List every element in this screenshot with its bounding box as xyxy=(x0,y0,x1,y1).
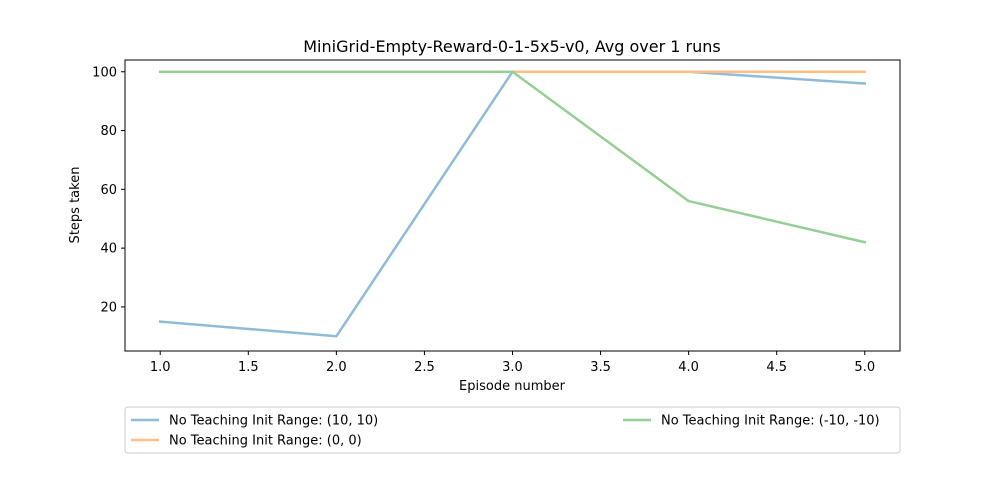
legend[interactable]: No Teaching Init Range: (10, 10) No Teach… xyxy=(124,406,901,454)
legend-items: No Teaching Init Range: (10, 10) No Teach… xyxy=(131,414,880,449)
x-axis-label: Episode number xyxy=(459,379,566,394)
x-axis: 1.0 1.5 2.0 2.5 3.0 3.5 4.0 4.5 5.0 xyxy=(150,351,875,375)
x-tick-label: 3.5 xyxy=(590,360,611,375)
legend-label: No Teaching Init Range: (0, 0) xyxy=(169,434,362,449)
x-tick-label: 2.0 xyxy=(326,360,347,375)
x-tick-label: 1.5 xyxy=(238,360,259,375)
x-tick-label: 1.0 xyxy=(150,360,171,375)
legend-item-1: No Teaching Init Range: (10, 10) xyxy=(131,414,378,429)
y-tick-label: 40 xyxy=(100,242,117,257)
y-axis-label: Steps taken xyxy=(68,167,83,244)
y-tick-label: 60 xyxy=(100,183,117,198)
chart-title: MiniGrid-Empty-Reward-0-1-5x5-v0, Avg ov… xyxy=(303,37,720,56)
legend-label: No Teaching Init Range: (10, 10) xyxy=(169,414,378,429)
y-tick-label: 80 xyxy=(100,124,117,139)
x-tick-label: 2.5 xyxy=(414,360,435,375)
x-tick-label: 4.0 xyxy=(678,360,699,375)
y-tick-label: 100 xyxy=(92,65,117,80)
series-line-3 xyxy=(158,70,867,244)
y-tick-label: 20 xyxy=(100,300,117,315)
legend-box xyxy=(124,406,901,454)
x-tick-label: 5.0 xyxy=(854,360,875,375)
legend-label: No Teaching Init Range: (-10, -10) xyxy=(661,414,880,429)
legend-item-3: No Teaching Init Range: (-10, -10) xyxy=(623,414,880,429)
legend-item-2: No Teaching Init Range: (0, 0) xyxy=(131,434,362,449)
x-tick-label: 3.0 xyxy=(502,360,523,375)
y-axis: 20 40 60 80 100 xyxy=(92,65,125,315)
x-tick-label: 4.5 xyxy=(766,360,787,375)
series-layer xyxy=(158,70,867,338)
